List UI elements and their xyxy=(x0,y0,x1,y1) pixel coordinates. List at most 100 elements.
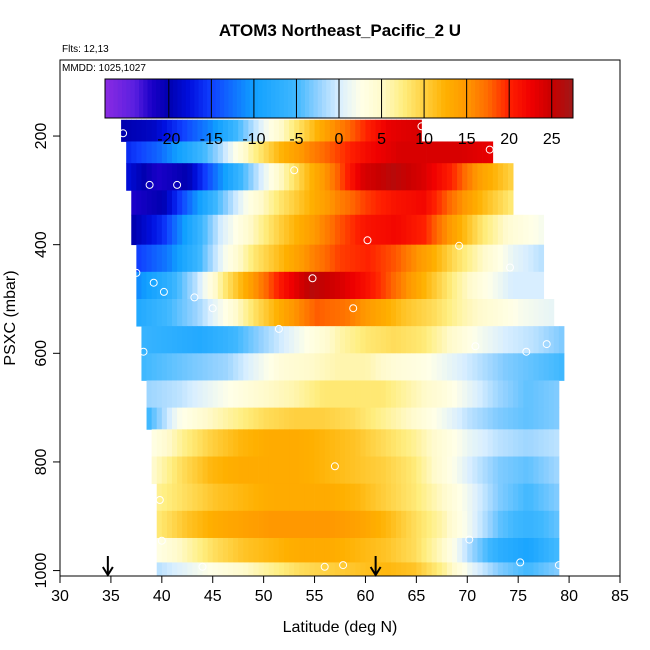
heatmap-cell xyxy=(238,456,244,485)
heatmap-cell xyxy=(380,562,387,577)
heatmap-cell xyxy=(207,190,214,216)
heatmap-cell xyxy=(217,407,224,430)
heatmap-cell xyxy=(406,141,412,164)
colorbar-swatch xyxy=(509,79,514,118)
heatmap-cell xyxy=(289,407,295,430)
heatmap-cell xyxy=(166,407,173,430)
heatmap-cell xyxy=(156,562,163,577)
heatmap-cell xyxy=(457,298,463,327)
heatmap-cell xyxy=(492,244,499,273)
sample-point xyxy=(471,342,480,351)
heatmap-cell xyxy=(273,537,280,563)
heatmap-cell xyxy=(314,326,321,354)
colorbar-swatch xyxy=(258,79,263,118)
heatmap-cell xyxy=(314,190,321,216)
heatmap-cell xyxy=(197,429,203,457)
colorbar-swatch xyxy=(407,79,412,118)
heatmap-cell xyxy=(253,483,259,512)
heatmap-cell xyxy=(284,326,290,354)
heatmap-cell xyxy=(513,483,519,512)
heatmap-cell xyxy=(502,510,509,539)
heatmap-cell xyxy=(497,407,504,430)
heatmap-cell xyxy=(365,429,371,457)
heatmap-cell xyxy=(502,298,509,327)
heatmap-cell xyxy=(309,190,315,216)
heatmap-cell xyxy=(182,380,188,409)
heatmap-cell xyxy=(289,271,295,300)
heatmap-cell xyxy=(375,510,382,539)
heatmap-cell xyxy=(161,326,168,354)
heatmap-cell xyxy=(177,407,183,430)
heatmap-cell xyxy=(355,190,361,216)
heatmap-cell xyxy=(411,483,417,512)
heatmap-cell xyxy=(172,119,178,142)
heatmap-cell xyxy=(340,119,346,142)
heatmap-cell xyxy=(228,271,234,300)
heatmap-cell xyxy=(528,429,534,457)
heatmap-cell xyxy=(538,326,545,354)
heatmap-cell xyxy=(441,483,448,512)
heatmap-cell xyxy=(436,298,443,327)
heatmap-cell xyxy=(324,456,331,485)
heatmap-cell xyxy=(452,407,458,430)
heatmap-cell xyxy=(172,483,178,512)
colorbar-swatch xyxy=(347,79,353,118)
heatmap-cell xyxy=(258,483,265,512)
heatmap-cell xyxy=(151,119,158,142)
heatmap-cell xyxy=(202,483,209,512)
heatmap-cell xyxy=(222,326,229,354)
heatmap-cell xyxy=(212,429,219,457)
heatmap-cell xyxy=(477,190,483,216)
heatmap-cell xyxy=(294,537,300,563)
heatmap-cell xyxy=(446,510,453,539)
heatmap-cell xyxy=(151,407,158,430)
heatmap-cell xyxy=(355,456,361,485)
heatmap-cell xyxy=(177,456,183,485)
heatmap-cell xyxy=(426,380,433,409)
heatmap-cell xyxy=(268,510,275,539)
heatmap-cell xyxy=(273,119,280,142)
heatmap-cell xyxy=(452,429,458,457)
heatmap-cell xyxy=(319,244,326,273)
heatmap-cell xyxy=(518,407,524,430)
heatmap-cell xyxy=(467,271,473,300)
heatmap-cell xyxy=(248,214,254,246)
heatmap-cell xyxy=(192,456,198,485)
heatmap-cell xyxy=(385,562,392,577)
heatmap-cell xyxy=(233,190,239,216)
heatmap-cell xyxy=(375,429,382,457)
heatmap-cell xyxy=(294,353,300,381)
heatmap-cell xyxy=(146,244,153,273)
heatmap-cell xyxy=(222,163,229,191)
heatmap-cell xyxy=(345,141,351,164)
colorbar-swatch xyxy=(134,79,140,118)
heatmap-cell xyxy=(294,163,300,191)
heatmap-cell xyxy=(411,271,417,300)
heatmap-cell xyxy=(390,214,397,246)
heatmap-cell xyxy=(538,214,545,246)
heatmap-cell xyxy=(421,562,427,577)
heatmap-cell xyxy=(487,537,494,563)
colorbar-swatch xyxy=(173,79,178,118)
heatmap-cell xyxy=(268,163,275,191)
heatmap-cell xyxy=(431,562,438,577)
heatmap-cell xyxy=(416,456,422,485)
heatmap-cell xyxy=(487,298,494,327)
heatmap-cell xyxy=(396,298,402,327)
heatmap-cell xyxy=(360,429,366,457)
heatmap-cell xyxy=(207,353,214,381)
heatmap-cell xyxy=(187,119,193,142)
heatmap-cell xyxy=(396,562,402,577)
heatmap-cell xyxy=(472,244,478,273)
heatmap-cell xyxy=(360,119,366,142)
heatmap-cell xyxy=(350,163,356,191)
heatmap-cell xyxy=(284,298,290,327)
heatmap-cell xyxy=(457,244,463,273)
colorbar-swatch xyxy=(330,79,336,118)
heatmap-cell xyxy=(533,429,539,457)
heatmap-cell xyxy=(207,244,214,273)
heatmap-cell xyxy=(390,271,397,300)
heatmap-cell xyxy=(390,244,397,273)
heatmap-cell xyxy=(370,380,377,409)
heatmap-cell xyxy=(324,119,331,142)
